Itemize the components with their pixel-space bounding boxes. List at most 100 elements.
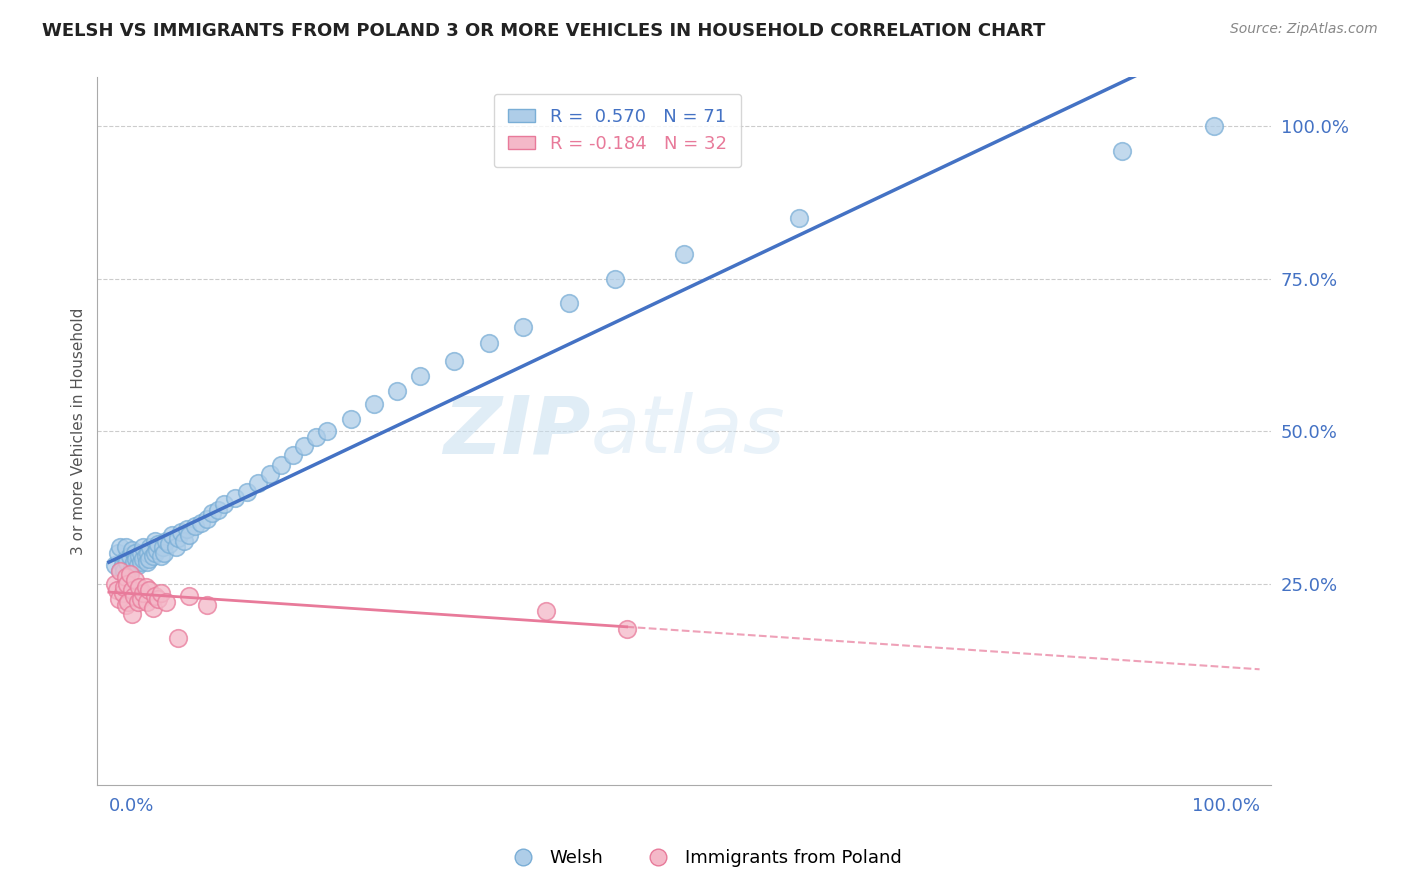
Point [149, 549, 172, 563]
Point [139, 540, 162, 554]
Point [558, 296, 581, 310]
Point [157, 537, 180, 551]
Point [128, 549, 150, 563]
Point [534, 604, 557, 618]
Point [111, 558, 134, 573]
Point [121, 561, 143, 575]
Point [127, 558, 149, 573]
Point [142, 549, 165, 563]
Text: 100.0%: 100.0% [1192, 797, 1260, 815]
Legend: Welsh, Immigrants from Poland: Welsh, Immigrants from Poland [498, 842, 908, 874]
Point [616, 622, 638, 636]
Point [138, 552, 160, 566]
Point [207, 503, 229, 517]
Point [110, 564, 132, 578]
Text: atlas: atlas [591, 392, 785, 470]
Legend: R =  0.570   N = 71, R = -0.184   N = 32: R = 0.570 N = 71, R = -0.184 N = 32 [494, 94, 741, 168]
Point [129, 546, 152, 560]
Point [105, 582, 128, 597]
Point [143, 546, 166, 560]
Point [135, 549, 157, 563]
Point [153, 546, 176, 560]
Point [184, 518, 207, 533]
Point [110, 540, 132, 554]
Point [1111, 144, 1133, 158]
Point [124, 574, 146, 588]
Point [167, 632, 190, 646]
Point [201, 507, 224, 521]
Point [135, 580, 157, 594]
Point [111, 585, 134, 599]
Point [165, 540, 187, 554]
Point [179, 589, 201, 603]
Point [132, 540, 155, 554]
Point [122, 589, 145, 603]
Point [247, 475, 270, 490]
Point [121, 607, 143, 621]
Point [605, 271, 627, 285]
Point [115, 598, 138, 612]
Point [512, 320, 534, 334]
Text: 0.0%: 0.0% [108, 797, 155, 815]
Point [155, 533, 177, 548]
Point [305, 430, 328, 444]
Point [160, 527, 183, 541]
Point [128, 580, 150, 594]
Point [117, 555, 139, 569]
Point [294, 439, 316, 453]
Point [179, 527, 201, 541]
Point [148, 591, 170, 606]
Point [385, 384, 408, 399]
Point [224, 491, 246, 505]
Point [146, 543, 169, 558]
Point [118, 549, 141, 563]
Point [129, 555, 152, 569]
Point [259, 467, 281, 481]
Point [408, 369, 430, 384]
Point [110, 564, 132, 578]
Point [104, 558, 127, 573]
Point [167, 531, 190, 545]
Point [143, 589, 166, 603]
Point [190, 516, 212, 530]
Point [155, 595, 177, 609]
Point [129, 591, 152, 606]
Point [170, 524, 193, 539]
Point [135, 595, 157, 609]
Point [143, 533, 166, 548]
Point [121, 543, 143, 558]
Point [115, 570, 138, 584]
Point [136, 546, 159, 560]
Point [118, 567, 141, 582]
Y-axis label: 3 or more Vehicles in Household: 3 or more Vehicles in Household [72, 308, 86, 555]
Point [115, 540, 138, 554]
Point [673, 247, 696, 261]
Point [124, 546, 146, 560]
Point [195, 512, 218, 526]
Point [281, 449, 304, 463]
Point [108, 591, 131, 606]
Point [1202, 119, 1225, 133]
Point [117, 576, 139, 591]
Point [363, 397, 385, 411]
Text: WELSH VS IMMIGRANTS FROM POLAND 3 OR MORE VEHICLES IN HOUSEHOLD CORRELATION CHAR: WELSH VS IMMIGRANTS FROM POLAND 3 OR MOR… [42, 22, 1046, 40]
Text: Source: ZipAtlas.com: Source: ZipAtlas.com [1230, 22, 1378, 37]
Point [270, 458, 292, 472]
Point [107, 546, 129, 560]
Point [195, 598, 218, 612]
Point [316, 424, 339, 438]
Point [125, 552, 148, 566]
Point [142, 601, 165, 615]
Point [132, 585, 155, 599]
Point [132, 552, 155, 566]
Point [152, 540, 174, 554]
Point [212, 497, 235, 511]
Point [135, 555, 157, 569]
Point [121, 582, 143, 597]
Point [112, 564, 135, 578]
Point [176, 522, 198, 536]
Point [138, 582, 160, 597]
Point [339, 412, 361, 426]
Point [478, 335, 501, 350]
Point [117, 595, 139, 609]
